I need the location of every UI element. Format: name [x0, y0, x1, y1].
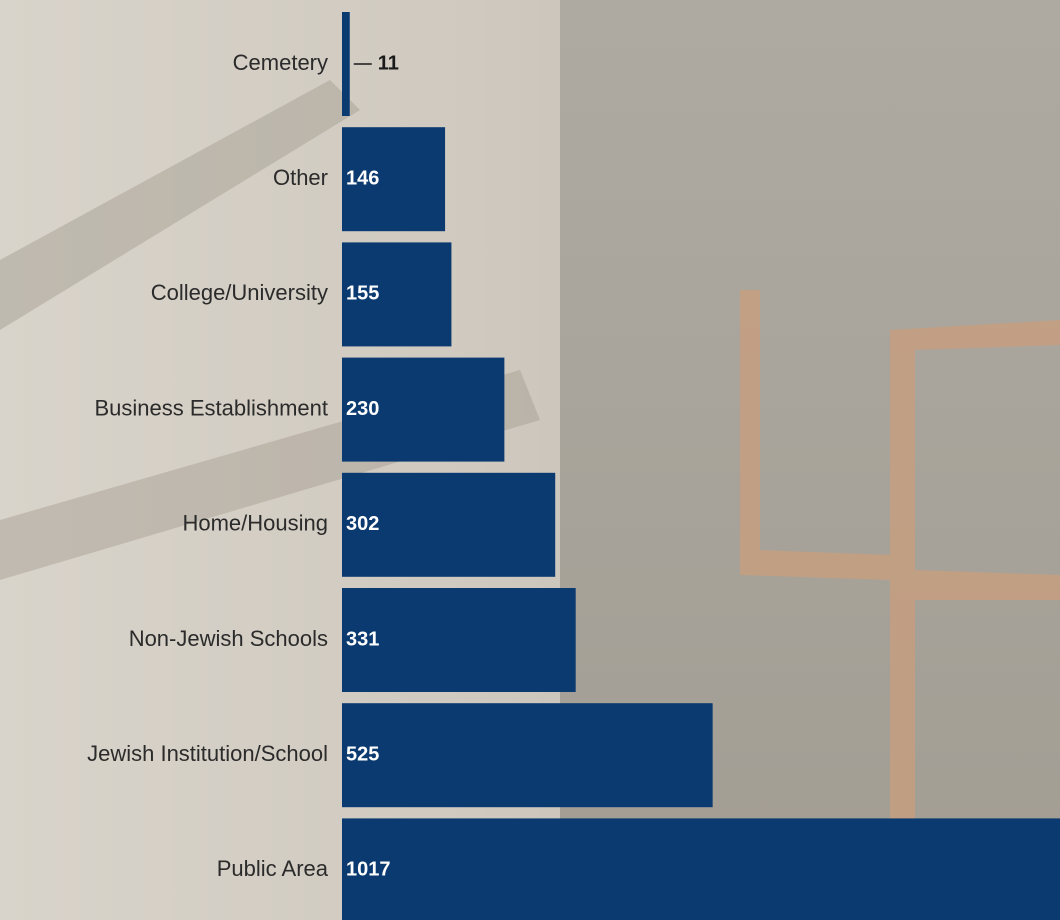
bar	[342, 242, 452, 347]
value-label: 230	[346, 398, 379, 420]
bar	[342, 472, 556, 577]
category-label: Public Area	[217, 856, 329, 881]
bar	[342, 818, 1060, 920]
category-label: College/University	[151, 280, 328, 305]
value-label: 331	[346, 628, 379, 650]
bar	[342, 703, 713, 808]
bar	[342, 127, 446, 232]
bar	[342, 588, 576, 692]
value-label: 1017	[346, 859, 391, 881]
category-label: Other	[273, 165, 328, 190]
value-label: 155	[346, 283, 379, 305]
value-label: 302	[346, 513, 379, 535]
category-label: Cemetery	[233, 50, 328, 75]
category-label: Non-Jewish Schools	[129, 626, 328, 651]
bar	[342, 357, 505, 462]
category-label: Home/Housing	[182, 511, 328, 536]
value-label: 11	[378, 52, 399, 74]
value-label: 146	[346, 167, 379, 189]
category-label: Jewish Institution/School	[87, 741, 328, 766]
value-label: 525	[346, 743, 379, 765]
category-label: Business Establishment	[94, 395, 328, 420]
bar	[342, 12, 350, 116]
plot: Cemetery 11 Other 146 College/University 155 B…	[87, 12, 1060, 920]
